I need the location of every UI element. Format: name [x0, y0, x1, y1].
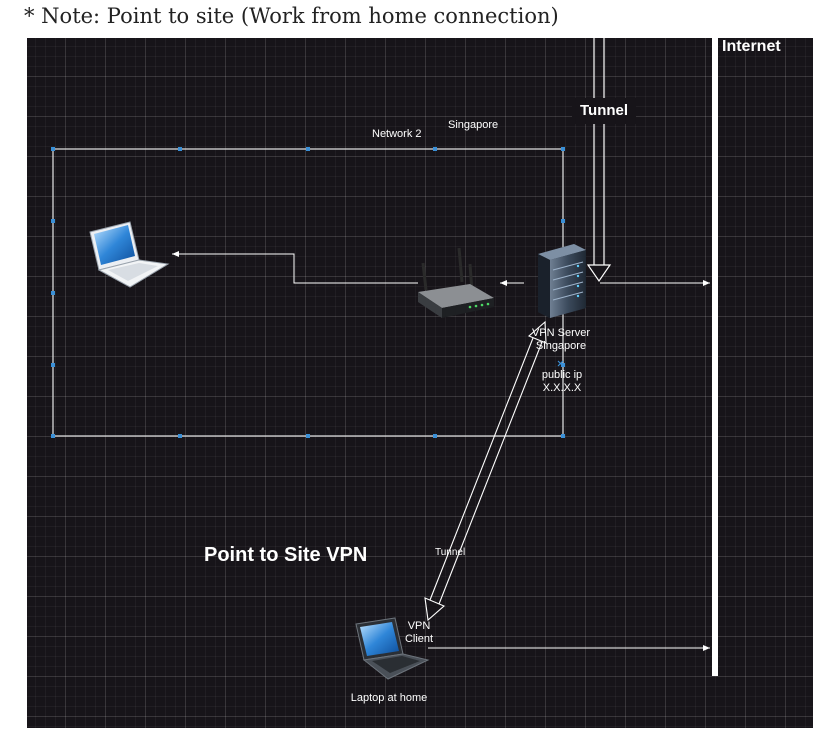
public-ip-line2: X.X.X.X	[542, 382, 582, 394]
handle-marker	[557, 360, 564, 367]
public-ip-line1: public ip	[541, 369, 583, 381]
bottom-strip	[27, 728, 813, 742]
note-text: * Note: Point to site (Work from home co…	[24, 4, 559, 28]
tunnel-top-label: Tunnel	[580, 102, 629, 119]
network-2-boundary[interactable]	[51, 147, 565, 438]
vpn-client-label: VPN Client	[405, 620, 433, 646]
router-icon[interactable]	[418, 247, 494, 318]
tunnel-diagonal-arrow[interactable]	[424, 320, 547, 622]
home-laptop-icon[interactable]	[355, 617, 430, 680]
singapore-label: Singapore	[448, 119, 499, 131]
router-laptop-link[interactable]	[172, 251, 418, 284]
diagram-canvas	[27, 38, 813, 728]
network-label: Network 2	[372, 128, 422, 140]
public-ip-label: public ip X.X.X.X	[542, 369, 582, 395]
laptop-home-label: Laptop at home	[350, 692, 428, 704]
tunnel-top-label-box: Tunnel	[572, 98, 637, 124]
internet-label: Internet	[722, 38, 781, 55]
vpn-client-line1: VPN	[407, 620, 431, 632]
laptop-icon[interactable]	[89, 221, 170, 288]
tunnel-small-label: Tunnel	[435, 547, 466, 558]
vpn-client-line2: Client	[404, 633, 434, 645]
server-icon[interactable]	[538, 244, 586, 318]
diagram-title: Point to Site VPN	[204, 544, 368, 566]
vpn-server-label: VPN Server Singapore	[532, 327, 590, 353]
vpn-server-line1: VPN Server	[531, 327, 591, 339]
vpn-server-line2: Singapore	[535, 340, 587, 352]
internet-line	[712, 38, 718, 676]
tunnel-top-arrow[interactable]	[586, 38, 612, 283]
